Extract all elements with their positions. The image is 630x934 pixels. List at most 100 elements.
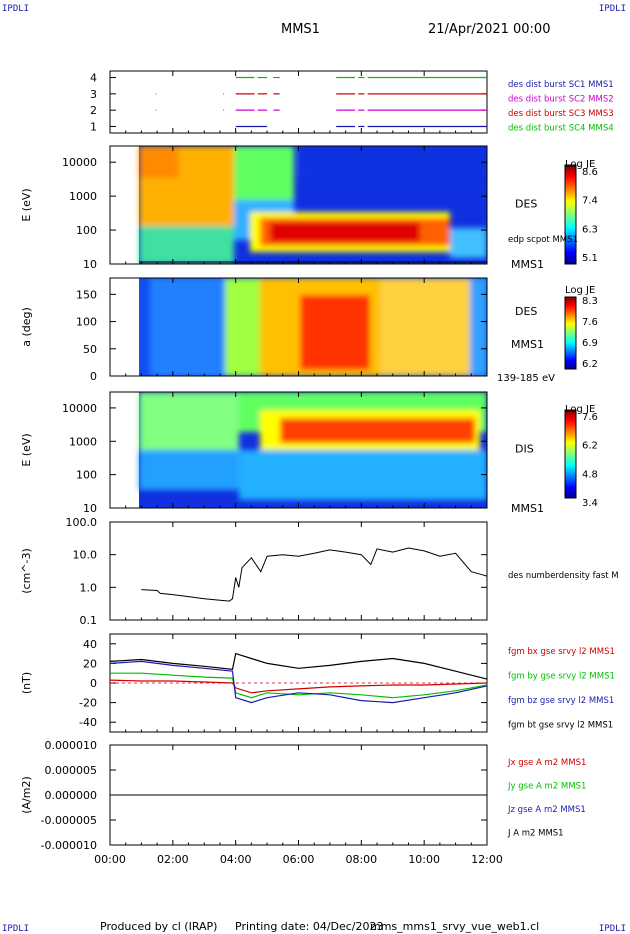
colorbar-tick-label: 4.8 — [582, 469, 598, 480]
des-pitch-colorbar — [564, 296, 577, 370]
corner-mark-bottom-left: IPDLI — [2, 924, 30, 934]
y-tick-label: 2 — [90, 104, 97, 117]
spacecraft-label: MMS1 — [511, 258, 544, 271]
burst-legend-entry: des dist burst SC2 MMS2 — [508, 95, 614, 105]
filename: mms_mms1_srvy_vue_web1.cl — [370, 920, 540, 933]
produced-by: Produced by cl (IRAP) — [100, 920, 218, 933]
y-tick-label: 40 — [83, 638, 97, 651]
y-axis-label: E (eV) — [20, 433, 33, 466]
colorbar-tick-label: 6.2 — [582, 441, 598, 452]
y-tick-label: 100 — [76, 469, 97, 482]
y-tick-label: 10.0 — [73, 549, 98, 562]
y-tick-label: 100.0 — [66, 516, 98, 529]
current-legend-entry: Jx gse A m2 MMS1 — [507, 758, 586, 768]
y-tick-label: -0.000005 — [41, 814, 97, 827]
time-tick-label: 00:00 — [94, 853, 126, 866]
corner-mark-top-left: IPDLI — [2, 4, 30, 14]
des-energy-colorbar — [564, 164, 577, 265]
y-tick-label: -20 — [79, 697, 97, 710]
time-tick-label: 06:00 — [283, 853, 315, 866]
spacecraft-title: MMS1 — [281, 22, 320, 37]
fgm-legend-entry: fgm bz gse srvy l2 MMS1 — [508, 696, 614, 706]
y-tick-label: 1000 — [69, 190, 97, 203]
y-tick-label: 20 — [83, 657, 97, 670]
time-tick-label: 10:00 — [408, 853, 440, 866]
instrument-label: DES — [515, 197, 537, 210]
time-tick-label: 12:00 — [471, 853, 503, 866]
y-axis-label: E (eV) — [20, 188, 33, 221]
fgm-series-line — [110, 672, 488, 699]
y-tick-label: 1000 — [69, 435, 97, 448]
colorbar-tick-label: 8.3 — [582, 296, 598, 307]
y-tick-label: 10 — [83, 502, 97, 515]
colorbar-tick-label: 7.6 — [582, 317, 598, 328]
y-tick-label: 0.000005 — [45, 764, 98, 777]
burst-legend-entry: des dist burst SC1 MMS1 — [508, 80, 614, 90]
time-tick-label: 08:00 — [345, 853, 377, 866]
instrument-label: DES — [515, 305, 537, 318]
time-tick-label: 04:00 — [220, 853, 252, 866]
time-tick-label: 02:00 — [157, 853, 189, 866]
des-pitch-spectrogram — [110, 278, 487, 376]
fgm-legend-entry: fgm bx gse srvy l2 MMS1 — [508, 647, 615, 657]
colorbar-tick-label: 7.6 — [582, 412, 598, 423]
y-tick-label: 1.0 — [80, 581, 98, 594]
spacecraft-label: MMS1 — [511, 502, 544, 515]
colorbar-tick-label: 6.2 — [582, 359, 598, 370]
instrument-label: DIS — [515, 442, 534, 455]
y-tick-label: 0 — [90, 677, 97, 690]
y-tick-label: 100 — [76, 316, 97, 329]
y-axis-label: (nT) — [20, 672, 33, 694]
y-tick-label: 4 — [90, 72, 97, 85]
colorbar-tick-label: 8.6 — [582, 167, 598, 178]
current-legend-entry: Jy gse A m2 MMS1 — [507, 782, 586, 792]
colorbar-tick-label: 6.9 — [582, 338, 598, 349]
dis-energy-spectrogram — [110, 392, 487, 508]
density-legend-entry: des numberdensity fast M — [508, 571, 619, 581]
printing-date: Printing date: 04/Dec/2023 — [235, 920, 384, 933]
colorbar-tick-label: 7.4 — [582, 196, 598, 207]
burst-legend-entry: des dist burst SC3 MMS3 — [508, 109, 614, 119]
spacecraft-label: MMS1 — [511, 338, 544, 351]
y-axis-label: (A/m2) — [20, 776, 33, 814]
y-axis-label: (cm^-3) — [20, 548, 33, 594]
energy-range-label: 139-185 eV — [497, 373, 555, 384]
y-tick-label: 0.000010 — [45, 739, 98, 752]
colorbar-title: Log JE — [565, 285, 595, 296]
datetime-title: 21/Apr/2021 00:00 — [428, 22, 551, 37]
des-energy-spectrogram — [110, 146, 487, 264]
y-tick-label: 3 — [90, 88, 97, 101]
colorbar-title: Log JE — [565, 159, 595, 170]
current-legend-entry: J A m2 MMS1 — [507, 829, 564, 839]
y-tick-label: 150 — [76, 288, 97, 301]
density-series-line — [141, 547, 488, 602]
y-tick-label: 1 — [90, 120, 97, 133]
colorbar-tick-label: 6.3 — [582, 224, 598, 235]
y-tick-label: 10000 — [62, 156, 97, 169]
fgm-series-line — [109, 652, 488, 680]
burst-panel-frame — [109, 70, 488, 134]
y-tick-label: 0 — [90, 370, 97, 383]
y-axis-label: a (deg) — [20, 307, 33, 347]
dis-energy-colorbar — [564, 409, 577, 499]
y-tick-label: 10000 — [62, 402, 97, 415]
y-tick-label: 10 — [83, 258, 97, 271]
density-panel-frame — [109, 521, 488, 621]
y-tick-label: -0.000010 — [41, 839, 97, 852]
fgm-legend-entry: fgm by gse srvy l2 MMS1 — [508, 672, 615, 682]
colorbar-tick-label: 3.4 — [582, 498, 598, 509]
burst-legend-entry: des dist burst SC4 MMS4 — [508, 124, 614, 134]
corner-mark-top-right: IPDLI — [598, 4, 626, 14]
y-tick-label: -40 — [79, 716, 97, 729]
fgm-legend-entry: fgm bt gse srvy l2 MMS1 — [508, 721, 613, 731]
overlay-legend-entry: edp scpot MMS1 — [508, 235, 578, 245]
current-legend-entry: Jz gse A m2 MMS1 — [507, 805, 586, 815]
colorbar-title: Log JE — [565, 404, 595, 415]
fgm-series-line — [109, 679, 488, 694]
y-tick-label: 100 — [76, 224, 97, 237]
y-tick-label: 50 — [83, 343, 97, 356]
y-tick-label: 0.1 — [80, 614, 98, 627]
y-tick-label: 0.000000 — [45, 789, 98, 802]
corner-mark-bottom-right: IPDLI — [598, 924, 626, 934]
colorbar-tick-label: 5.1 — [582, 253, 598, 264]
